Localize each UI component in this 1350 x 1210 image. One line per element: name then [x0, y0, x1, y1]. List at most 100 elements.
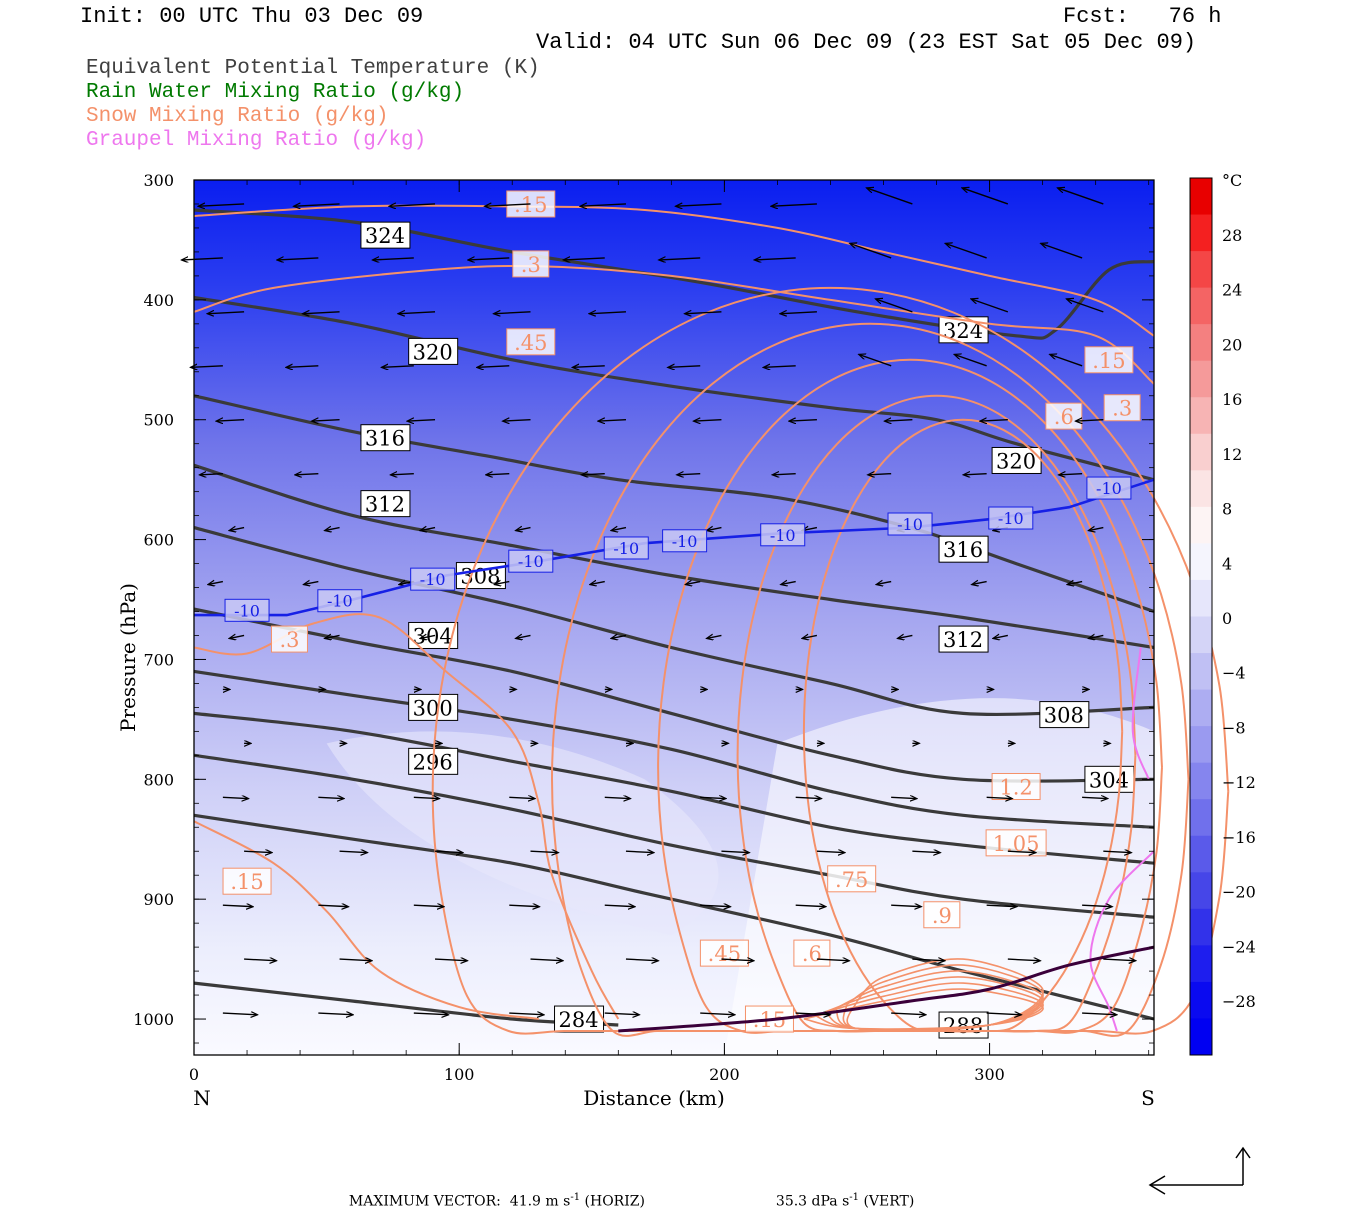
- theta-e-308-line: [193, 526, 1155, 716]
- snow-.15-label-box: [222, 867, 272, 895]
- wind-vector-84: [612, 635, 627, 638]
- wind-vector-148: [1007, 959, 1040, 961]
- wind-vector-42: [408, 420, 436, 421]
- snow-.3-label: .3: [521, 253, 541, 277]
- isotherm-label: -10: [770, 526, 796, 545]
- snow-.15-label-box: [506, 190, 556, 218]
- wind-vector-134: [604, 905, 634, 906]
- isotherm-label-box: [317, 589, 363, 613]
- wind-vector-29: [1067, 299, 1104, 313]
- wind-vector-71: [304, 582, 319, 585]
- snow-.45-label-box: [506, 328, 556, 356]
- snow-upper-band-0: [193, 264, 1155, 385]
- colorbar-step-1: [1190, 214, 1212, 252]
- theta-e-320-label-box: [408, 337, 459, 365]
- wind-vector-0: [199, 204, 245, 206]
- wind-vector-142: [434, 959, 467, 961]
- snow-.6-label-box: [1045, 402, 1083, 430]
- snow-left-low-contour: [193, 820, 539, 1020]
- snow-.3-label: .3: [279, 628, 299, 652]
- colorbar-label--28: −28: [1222, 992, 1256, 1011]
- wind-vector-110: [222, 797, 248, 798]
- wind-vectors: [182, 188, 1134, 1015]
- theta-e-316-label-box: [938, 535, 989, 563]
- theta-e-324-label-box: [360, 221, 411, 249]
- snow-.6-label: .6: [802, 942, 822, 966]
- wind-vector-25: [685, 312, 722, 314]
- y-tick-label-800: 800: [143, 770, 174, 789]
- colorbar-label-4: 4: [1222, 554, 1232, 573]
- y-tick-label-900: 900: [143, 890, 174, 909]
- isotherm-label: -10: [234, 601, 260, 620]
- colorbar-step-22: [1190, 981, 1212, 1019]
- theta-e-304-label: 304: [1089, 768, 1129, 792]
- colorbar-label-28: 28: [1222, 226, 1242, 245]
- theta-e-312-line: [193, 463, 1155, 650]
- wind-vector-27: [876, 299, 913, 313]
- snow-1.2-label-box: [991, 773, 1041, 801]
- wind-vector-1: [295, 204, 340, 206]
- isotherm-label: -10: [327, 592, 353, 611]
- wind-vector-39: [1051, 355, 1083, 367]
- y-tick-label-500: 500: [143, 411, 174, 430]
- colorbar-step-4: [1190, 324, 1212, 362]
- north-label: N: [193, 1086, 211, 1110]
- colorbar-step-14: [1190, 689, 1212, 727]
- colorbar-step-20: [1190, 908, 1212, 946]
- theta-e-304-line: [193, 607, 1155, 783]
- theta-e-312-label: 312: [365, 493, 405, 517]
- wind-vector-79: [1068, 582, 1083, 585]
- reference-vertical-arrowhead: [1235, 1146, 1251, 1159]
- wind-vector-47: [885, 420, 913, 421]
- wind-vector-137: [891, 905, 920, 906]
- snow-.3-label-box: [270, 625, 308, 653]
- colorbar-step-5: [1190, 360, 1212, 398]
- colorbar-label--8: −8: [1222, 718, 1246, 737]
- colorbar-step-11: [1190, 579, 1212, 617]
- snow-plume-contour-4: [431, 286, 1230, 1035]
- wind-vector-127: [912, 851, 939, 852]
- colorbar-step-3: [1190, 287, 1212, 325]
- wind-vector-60: [230, 528, 245, 531]
- wind-vector-157: [891, 1013, 925, 1015]
- snow-.3-label-box: [512, 250, 550, 278]
- wind-vector-77: [877, 582, 892, 585]
- wind-vector-44: [599, 420, 627, 421]
- theta-e-312-label-box: [938, 625, 989, 653]
- wind-vector-48: [981, 420, 1008, 421]
- wind-vector-3: [486, 204, 531, 206]
- wind-vector-64: [612, 528, 627, 531]
- wind-vector-118: [986, 797, 1012, 798]
- wind-vector-151: [318, 1013, 352, 1015]
- wind-vector-61: [326, 528, 340, 531]
- y-axis-label: Pressure (hPa): [116, 583, 140, 732]
- theta-e-300-label-box: [408, 693, 459, 721]
- wind-vector-59: [1060, 474, 1083, 475]
- reference-horizontal-arrowhead: [1148, 1175, 1166, 1195]
- snow-upper-band-1: [193, 204, 1155, 337]
- wind-vector-19: [1042, 244, 1083, 259]
- colorbar-step-13: [1190, 653, 1212, 691]
- wind-vector-66: [803, 528, 818, 531]
- colorbar-step-7: [1190, 433, 1212, 471]
- wind-vector-57: [869, 474, 892, 475]
- wind-vector-144: [625, 959, 658, 961]
- wind-vector-155: [700, 1013, 734, 1015]
- wind-vector-128: [1007, 851, 1035, 852]
- theta-e-312-label: 312: [943, 628, 983, 652]
- wind-vector-55: [678, 474, 701, 475]
- wind-vector-132: [413, 905, 443, 906]
- max-vertical-text: 35.3 dPa s-1 (VERT): [775, 1192, 915, 1210]
- colorbar-step-17: [1190, 799, 1212, 837]
- wind-vector-52: [391, 474, 414, 475]
- snow-.15-label: .15: [230, 870, 263, 894]
- colorbar-step-10: [1190, 543, 1212, 581]
- reference-vector-arrow: [1148, 1146, 1251, 1195]
- wind-vector-149: [1103, 959, 1135, 961]
- isotherm-label: -10: [998, 509, 1024, 528]
- wind-vector-121: [339, 851, 367, 852]
- isotherm-label: -10: [897, 515, 923, 534]
- wind-vector-133: [509, 905, 538, 906]
- theta-e-316-label: 316: [943, 538, 983, 562]
